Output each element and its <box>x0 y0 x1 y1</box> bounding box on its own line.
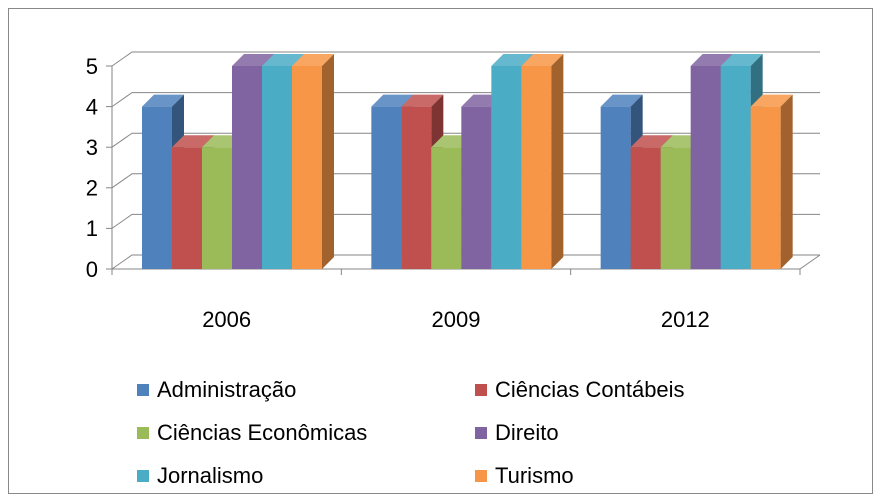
bar <box>660 147 691 269</box>
grid-line <box>111 173 820 189</box>
y-tick-label: 4 <box>86 94 98 119</box>
bar <box>142 106 172 269</box>
bar-top <box>142 94 184 107</box>
x-tick-label: 2012 <box>661 307 710 332</box>
grid-line <box>111 51 820 67</box>
bar-side <box>780 94 793 269</box>
grid-line <box>111 132 820 148</box>
grid-line <box>111 213 820 229</box>
bar-top <box>401 94 444 107</box>
bar-top <box>172 135 214 148</box>
y-tick-label: 1 <box>86 216 98 241</box>
legend-swatch <box>137 470 149 482</box>
bar-top <box>371 94 414 107</box>
bar <box>292 66 322 269</box>
bar <box>600 106 631 269</box>
bar <box>720 66 751 269</box>
bar <box>690 66 721 269</box>
legend-label: Ciências Contábeis <box>495 377 685 402</box>
bar <box>750 106 781 269</box>
y-tick-label: 2 <box>86 176 98 201</box>
bar <box>630 147 661 269</box>
y-tick-label: 0 <box>86 257 98 282</box>
legend-label: Ciências Econômicas <box>157 420 367 445</box>
bar <box>491 66 522 269</box>
floor-right <box>799 254 821 270</box>
legend-swatch <box>475 470 487 482</box>
bar-top <box>491 54 534 66</box>
bar-side <box>551 54 564 269</box>
bar-top <box>292 54 334 66</box>
legend-swatch <box>137 427 149 439</box>
bar-top <box>232 54 274 66</box>
bar-top <box>600 94 643 107</box>
bar <box>262 66 292 269</box>
bar <box>172 147 202 269</box>
bar <box>521 66 552 269</box>
bar <box>401 106 432 269</box>
bar-top <box>750 94 793 107</box>
legend-swatch <box>137 384 149 396</box>
grid-line <box>111 254 820 270</box>
grid-line <box>111 92 820 108</box>
bar-top <box>521 54 564 66</box>
y-tick-label: 3 <box>86 135 98 160</box>
bar-side <box>322 54 334 269</box>
legend-swatch <box>475 427 487 439</box>
legend-swatch <box>475 384 487 396</box>
bar <box>232 66 262 269</box>
bar <box>461 106 492 269</box>
legend-label: Direito <box>495 420 559 445</box>
y-tick-label: 5 <box>86 54 98 79</box>
x-tick-label: 2009 <box>432 307 481 332</box>
bar-top <box>690 54 733 66</box>
legend-label: Jornalismo <box>157 463 263 488</box>
bar-top <box>720 54 763 66</box>
bar-top <box>262 54 304 66</box>
bar-top <box>630 135 673 148</box>
legend-label: Turismo <box>495 463 574 488</box>
legend-label: Administração <box>157 377 296 402</box>
x-tick-label: 2006 <box>202 307 251 332</box>
bar <box>371 106 402 269</box>
bar <box>431 147 462 269</box>
bar <box>202 147 232 269</box>
